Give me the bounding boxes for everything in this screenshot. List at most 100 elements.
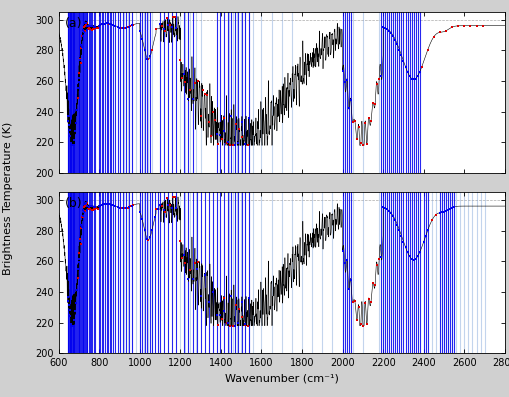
Text: (b): (b) bbox=[65, 197, 83, 210]
Point bbox=[164, 202, 172, 208]
Point bbox=[83, 206, 92, 212]
Point bbox=[190, 79, 198, 86]
Point bbox=[107, 21, 115, 27]
Point bbox=[413, 73, 421, 79]
Point bbox=[77, 224, 86, 230]
Point bbox=[114, 204, 122, 210]
Point bbox=[109, 202, 117, 208]
Point bbox=[71, 308, 79, 314]
Point bbox=[64, 118, 72, 124]
Point bbox=[128, 22, 136, 29]
Point bbox=[352, 136, 360, 143]
Point bbox=[75, 79, 83, 85]
Text: (a): (a) bbox=[65, 17, 82, 30]
Point bbox=[443, 207, 451, 213]
Point bbox=[96, 202, 104, 209]
Point bbox=[88, 23, 96, 29]
Point bbox=[244, 295, 252, 302]
Point bbox=[92, 25, 100, 31]
Point bbox=[81, 200, 90, 206]
Point bbox=[401, 64, 409, 70]
Point bbox=[166, 202, 174, 208]
Point bbox=[99, 21, 107, 27]
Point bbox=[86, 206, 94, 213]
Point bbox=[346, 277, 354, 283]
Point bbox=[219, 115, 228, 121]
Point bbox=[168, 194, 177, 200]
Point bbox=[188, 276, 196, 283]
Point bbox=[144, 237, 152, 243]
Point bbox=[212, 312, 220, 318]
Point bbox=[200, 271, 208, 278]
Point bbox=[68, 142, 76, 148]
Point bbox=[390, 37, 399, 43]
Point bbox=[82, 27, 91, 33]
Point bbox=[76, 241, 84, 247]
Point bbox=[128, 202, 136, 209]
Point bbox=[163, 15, 171, 21]
Point bbox=[107, 21, 115, 27]
Point bbox=[158, 23, 166, 29]
Point bbox=[441, 27, 449, 34]
Point bbox=[193, 258, 201, 265]
Point bbox=[411, 75, 419, 82]
Point bbox=[231, 322, 239, 329]
Point bbox=[225, 142, 234, 148]
Point bbox=[471, 23, 479, 29]
Point bbox=[144, 56, 152, 62]
Point bbox=[229, 322, 237, 329]
Point bbox=[350, 118, 358, 124]
Point bbox=[146, 53, 154, 59]
Text: Brightness Temperature (K): Brightness Temperature (K) bbox=[3, 122, 13, 275]
Point bbox=[172, 205, 180, 211]
Point bbox=[407, 75, 415, 82]
Point bbox=[77, 42, 85, 48]
Point bbox=[114, 204, 122, 210]
Point bbox=[135, 28, 144, 35]
Point bbox=[65, 307, 73, 314]
Point bbox=[184, 95, 192, 102]
Point bbox=[96, 22, 104, 28]
Point bbox=[111, 23, 119, 29]
Point bbox=[140, 227, 149, 233]
Point bbox=[362, 141, 371, 147]
Point bbox=[238, 314, 246, 321]
Point bbox=[407, 75, 415, 82]
Point bbox=[71, 128, 79, 134]
Point bbox=[407, 256, 415, 262]
Point bbox=[392, 41, 401, 48]
Point bbox=[232, 302, 240, 308]
Point bbox=[340, 79, 348, 86]
Point bbox=[101, 21, 109, 27]
Point bbox=[380, 205, 388, 211]
Point bbox=[148, 47, 156, 53]
Point bbox=[409, 76, 417, 83]
Point bbox=[69, 142, 77, 148]
Point bbox=[362, 321, 371, 327]
Point bbox=[66, 133, 74, 139]
Point bbox=[244, 142, 252, 148]
Point bbox=[346, 97, 354, 103]
Point bbox=[235, 126, 243, 132]
Point bbox=[103, 20, 111, 27]
Point bbox=[196, 113, 204, 119]
Point bbox=[229, 142, 237, 148]
Point bbox=[386, 30, 394, 36]
Point bbox=[372, 261, 380, 268]
Point bbox=[95, 203, 103, 209]
Point bbox=[78, 33, 86, 39]
Point bbox=[67, 142, 75, 148]
Point bbox=[435, 210, 443, 216]
Point bbox=[109, 22, 117, 28]
Point bbox=[217, 316, 225, 322]
Point bbox=[84, 204, 93, 210]
Point bbox=[397, 233, 405, 239]
Point bbox=[419, 239, 427, 245]
Point bbox=[120, 25, 128, 31]
Point bbox=[89, 23, 97, 30]
Point bbox=[123, 204, 131, 211]
Point bbox=[417, 64, 425, 70]
Point bbox=[83, 200, 91, 206]
Point bbox=[403, 69, 411, 75]
Point bbox=[84, 23, 93, 29]
